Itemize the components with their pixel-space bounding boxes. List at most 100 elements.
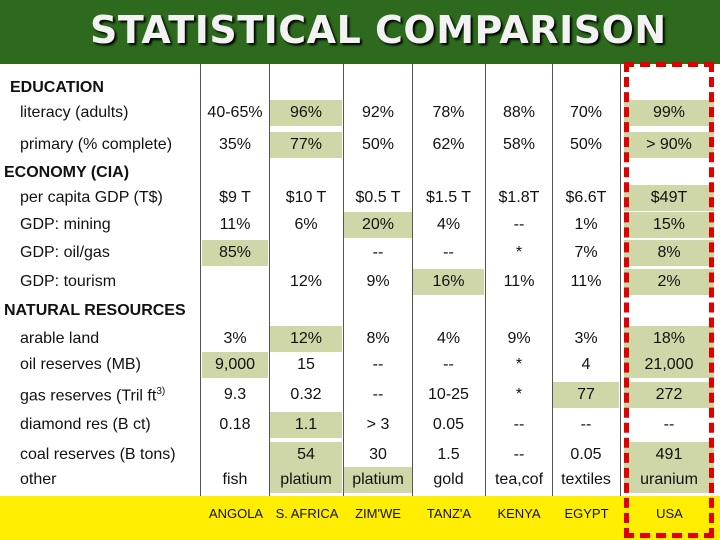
table-cell: platium [270,467,342,493]
table-cell: 78% [432,104,465,121]
table-cell: -- [372,356,384,373]
table-cell: $9 T [219,189,251,206]
gas-label-text: gas reserves (Tril ft [20,387,157,405]
table-cell: 9% [507,330,531,347]
table-cell: * [515,244,523,261]
table-cell: > 90% [624,132,714,158]
column-divider [620,64,621,496]
table-cell: -- [513,216,525,233]
table-cell: 99% [624,100,714,126]
table-cell: 30 [369,446,387,463]
table-cell: 2% [624,269,714,295]
country-angola: ANGOLA [208,506,264,521]
table-area [0,64,720,496]
row-label-gdp-mining: GDP: mining [20,216,111,233]
section-economy: ECONOMY (CIA) [4,164,130,181]
column-divider [552,64,553,496]
country-egypt: EGYPT [564,506,609,521]
table-cell: 18% [624,326,714,352]
table-cell: 40-65% [207,104,263,121]
table-cell: 50% [361,136,395,153]
table-cell: 9,000 [202,352,268,378]
row-label-gdp-oilgas: GDP: oil/gas [20,244,110,261]
section-education: EDUCATION [10,79,104,96]
table-cell: 4% [436,330,461,347]
table-cell: 9% [366,273,390,290]
table-cell: gold [433,471,464,488]
country-south-africa: S. AFRICA [275,506,339,521]
table-cell: 12% [270,326,342,352]
table-cell: -- [513,446,525,463]
table-cell: * [515,356,523,373]
table-cell: 15% [624,212,714,238]
column-divider [269,64,270,496]
table-cell: 77% [270,132,342,158]
table-cell: -- [663,416,675,433]
table-cell: 3% [574,330,598,347]
table-cell: $49T [624,185,714,211]
table-cell: 8% [366,330,390,347]
table-cell: 11% [503,273,535,290]
row-label-arable: arable land [20,330,100,347]
table-cell: 85% [202,240,268,266]
table-cell: 70% [569,104,603,121]
table-cell: 92% [361,104,395,121]
table-cell: 77 [553,382,619,408]
row-label-gdp-tourism: GDP: tourism [20,273,117,290]
table-cell: $10 T [285,189,327,206]
table-cell: 0.05 [570,446,602,463]
table-cell: 11% [570,273,602,290]
table-cell: 9.3 [223,386,247,403]
table-cell: $6.6T [565,189,607,206]
table-cell: 4 [581,356,591,373]
title-bar [0,0,720,66]
table-cell: 20% [344,212,412,238]
country-bar [0,496,720,540]
column-divider [343,64,344,496]
table-cell: 1% [574,216,598,233]
table-cell: $1.5 T [425,189,472,206]
table-cell [202,442,268,468]
column-divider [485,64,486,496]
table-cell: 4% [436,216,461,233]
table-cell: uranium [624,467,714,493]
table-cell: > 3 [366,416,390,433]
table-cell: 16% [413,269,484,295]
table-cell: 272 [624,382,714,408]
row-label-diamond: diamond res (B ct) [20,416,151,433]
country-kenya: KENYA [497,506,541,521]
page-title: STATISTICAL COMPARISON [90,8,667,52]
table-cell: 12% [289,273,323,290]
table-cell [202,269,268,295]
table-cell: fish [222,471,248,488]
table-cell: 35% [218,136,252,153]
table-cell: $1.8T [498,189,540,206]
column-divider [200,64,201,496]
table-cell: -- [580,416,592,433]
table-cell: 0.05 [432,416,465,433]
table-cell: 1.5 [437,446,460,463]
table-cell: 3% [223,330,247,347]
table-cell: 8% [624,240,714,266]
country-usa: USA [656,506,683,521]
table-cell: tea,cof [494,471,544,488]
table-cell [270,240,342,266]
table-cell: 10-25 [428,386,469,403]
table-cell: 7% [574,244,598,261]
table-cell: 50% [569,136,603,153]
table-cell: -- [513,416,525,433]
table-cell: 1.1 [270,412,342,438]
table-cell: 491 [624,442,714,468]
table-cell: -- [443,356,454,373]
gas-label-sup: 3) [156,386,166,397]
table-cell: 88% [502,104,536,121]
table-cell: 0.18 [219,416,251,433]
table-cell: 11% [219,216,251,233]
table-cell: -- [443,244,454,261]
row-label-literacy: literacy (adults) [20,104,129,121]
country-zimbabwe: ZIM'WE [355,506,401,521]
table-cell: 54 [270,442,342,468]
row-label-primary: primary (% complete) [20,136,173,153]
table-cell: * [515,386,523,403]
